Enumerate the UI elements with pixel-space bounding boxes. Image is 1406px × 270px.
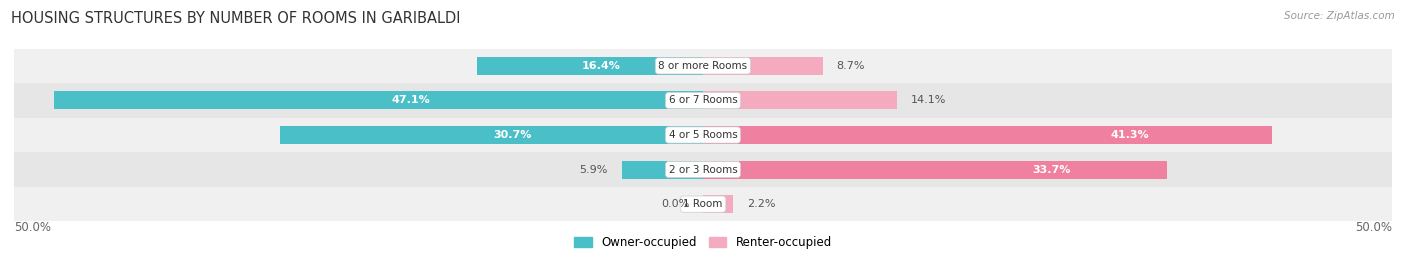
Text: 30.7%: 30.7% (494, 130, 531, 140)
Bar (14, 187, 1392, 221)
Text: 6 or 7 Rooms: 6 or 7 Rooms (669, 95, 737, 106)
Bar (621, 161, 703, 178)
Text: 4 or 5 Rooms: 4 or 5 Rooms (669, 130, 737, 140)
Text: 5.9%: 5.9% (579, 164, 607, 175)
Bar (14, 152, 1392, 187)
Bar (280, 126, 703, 144)
Bar (703, 92, 897, 109)
Text: 8.7%: 8.7% (837, 61, 865, 71)
Text: 14.1%: 14.1% (911, 95, 946, 106)
Bar (703, 161, 1167, 178)
Text: HOUSING STRUCTURES BY NUMBER OF ROOMS IN GARIBALDI: HOUSING STRUCTURES BY NUMBER OF ROOMS IN… (11, 11, 461, 26)
Text: Source: ZipAtlas.com: Source: ZipAtlas.com (1284, 11, 1395, 21)
Text: 2.2%: 2.2% (747, 199, 776, 209)
Text: 47.1%: 47.1% (392, 95, 430, 106)
Bar (14, 83, 1392, 118)
Bar (703, 126, 1272, 144)
Bar (14, 118, 1392, 152)
Bar (703, 57, 823, 75)
Text: 8 or more Rooms: 8 or more Rooms (658, 61, 748, 71)
Text: 33.7%: 33.7% (1032, 164, 1070, 175)
Text: 50.0%: 50.0% (14, 221, 51, 234)
Text: 2 or 3 Rooms: 2 or 3 Rooms (669, 164, 737, 175)
Text: 1 Room: 1 Room (683, 199, 723, 209)
Legend: Owner-occupied, Renter-occupied: Owner-occupied, Renter-occupied (569, 231, 837, 254)
Text: 41.3%: 41.3% (1111, 130, 1149, 140)
Bar (703, 195, 734, 213)
Text: 0.0%: 0.0% (661, 199, 689, 209)
Text: 50.0%: 50.0% (1355, 221, 1392, 234)
Bar (53, 92, 703, 109)
Text: 16.4%: 16.4% (582, 61, 621, 71)
Bar (477, 57, 703, 75)
Bar (14, 49, 1392, 83)
